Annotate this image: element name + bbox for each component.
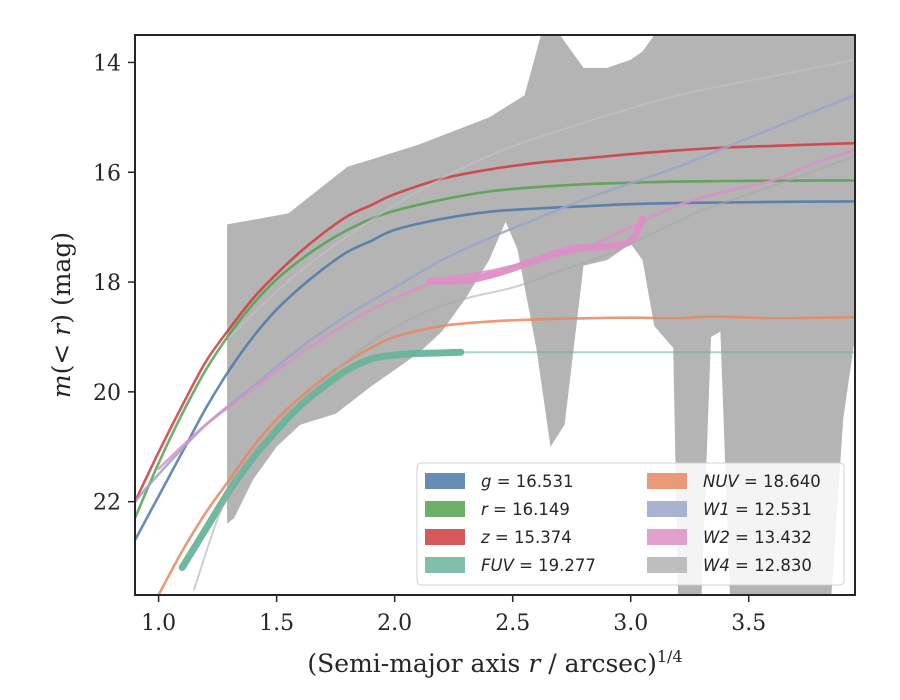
x-tick-label: 2.5 xyxy=(495,611,530,636)
series-line-w1 xyxy=(135,94,855,503)
legend-label-r: r = 16.149 xyxy=(481,500,570,519)
legend-box xyxy=(416,462,845,586)
series-line-w4 xyxy=(193,154,855,591)
y-tick-label: 16 xyxy=(93,161,121,186)
legend-label-fuv: FUV = 19.277 xyxy=(481,556,596,575)
series-line-z xyxy=(135,141,855,503)
x-tick-label: 1.0 xyxy=(141,611,176,636)
legend-label-g: g = 16.531 xyxy=(481,472,574,491)
w4-uncertainty-band xyxy=(227,35,855,595)
w4-band-area xyxy=(227,35,855,595)
series-line-g xyxy=(135,200,855,542)
legend-label-nuv: NUV = 18.640 xyxy=(703,472,821,491)
y-tick-label: 18 xyxy=(93,271,121,296)
legend-label-z: z = 15.374 xyxy=(480,528,572,547)
legend-swatch-r xyxy=(425,501,465,517)
axis-labels: (Semi-major axis r / arcsec)1/4 m(< r) (… xyxy=(47,232,683,678)
series-line-nuv xyxy=(157,315,855,595)
legend-label-w1: W1 = 12.531 xyxy=(703,500,812,519)
series-layer xyxy=(135,58,855,595)
legend-swatch-nuv xyxy=(647,473,687,489)
series-line-w2-thick xyxy=(426,215,646,285)
x-axis-label: (Semi-major axis r / arcsec)1/4 xyxy=(307,647,682,678)
legend-swatch-z xyxy=(425,529,465,545)
legend-label-w2: W2 = 13.432 xyxy=(703,528,812,547)
legend-swatch-w1 xyxy=(647,501,687,517)
legend-swatch-g xyxy=(425,473,465,489)
axes-frame xyxy=(134,34,856,596)
legend-swatch-fuv xyxy=(425,557,465,573)
ticks: 1.0 1.5 2.0 2.5 3.0 3.5 14 16 18 20 22 xyxy=(93,51,766,636)
legend-swatch-w2 xyxy=(647,529,687,545)
axes-border xyxy=(134,34,856,596)
x-tick-label: 3.5 xyxy=(731,611,766,636)
x-tick-label: 3.0 xyxy=(613,611,648,636)
y-tick-label: 20 xyxy=(93,381,121,406)
x-tick-label: 2.0 xyxy=(377,611,412,636)
y-tick-label: 14 xyxy=(93,51,121,76)
legend-swatch-w4 xyxy=(647,557,687,573)
series-line-r xyxy=(135,179,855,520)
y-axis-label: m(< r) (mag) xyxy=(47,232,76,398)
series-line-w4-upper xyxy=(228,58,855,338)
x-tick-label: 1.5 xyxy=(259,611,294,636)
legend: g = 16.531 r = 16.149 z = 15.374 FUV = 19.2… xyxy=(416,462,845,586)
legend-label-w4: W4 = 12.830 xyxy=(703,556,812,575)
y-tick-label: 22 xyxy=(93,491,121,516)
